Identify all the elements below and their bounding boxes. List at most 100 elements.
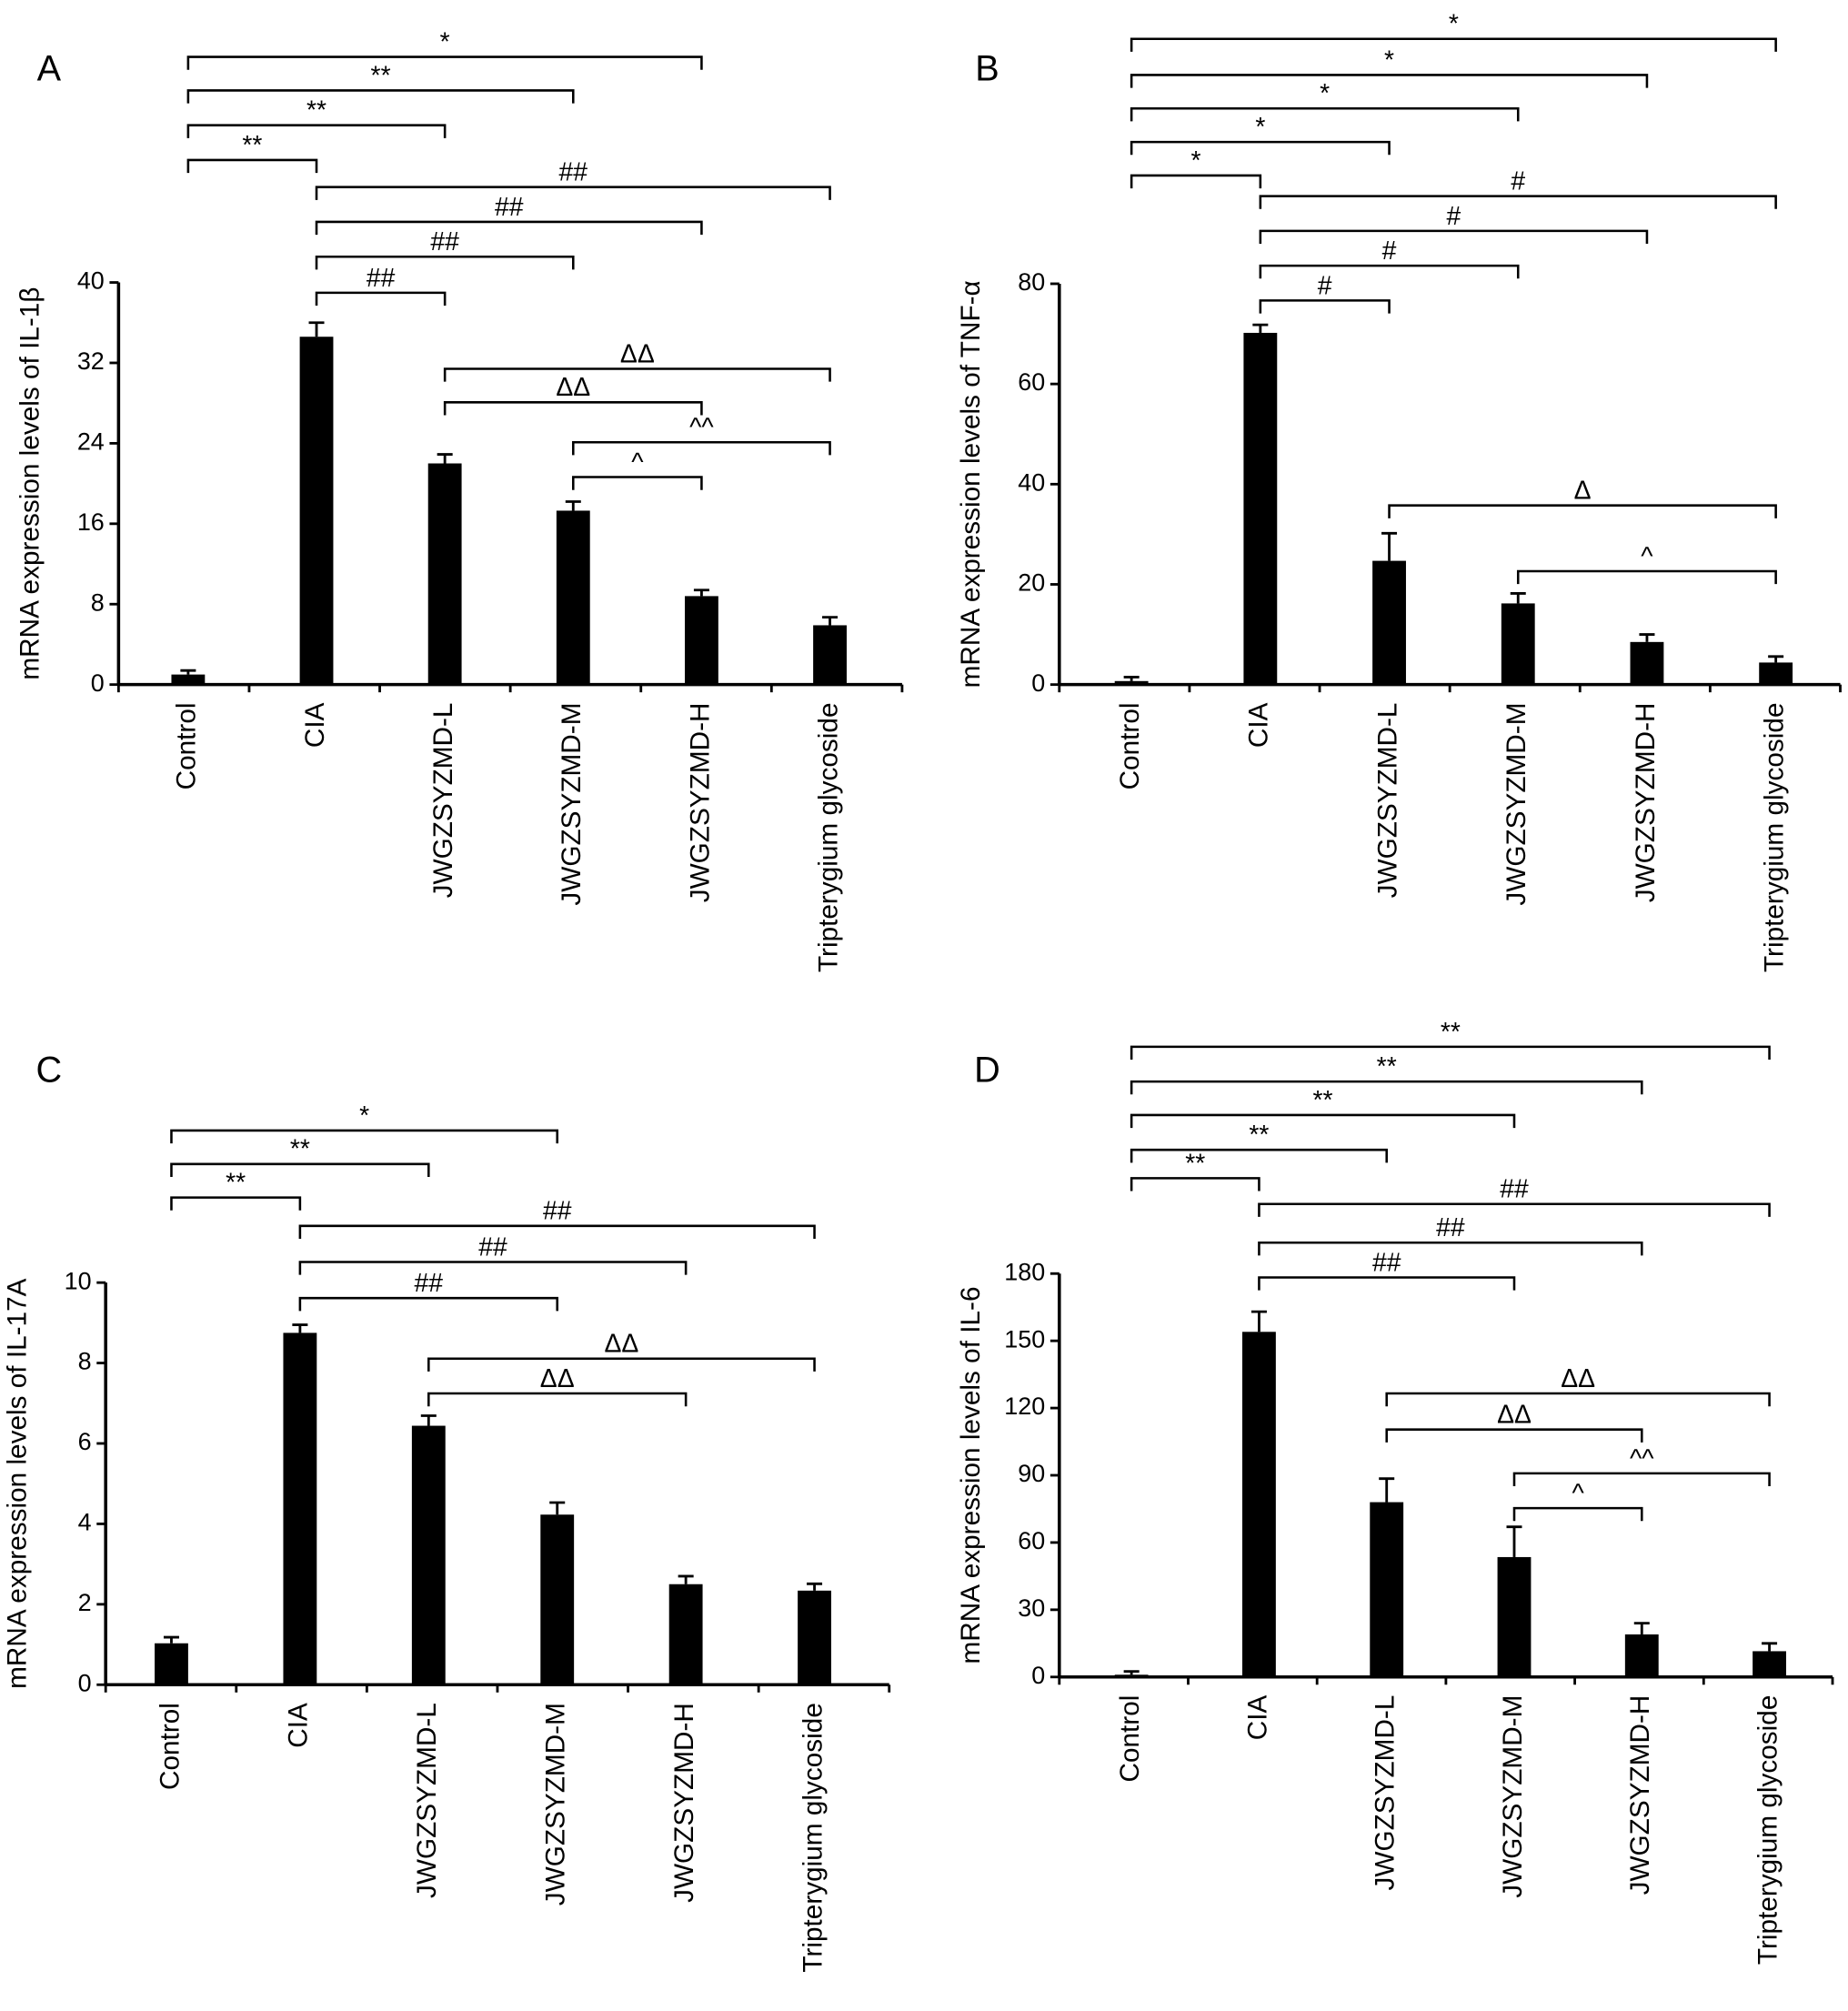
x-tick-label: CIA (300, 702, 330, 748)
significance-label: ** (1313, 1086, 1333, 1115)
x-tick-label: JWGZSYZMD-L (1372, 703, 1402, 899)
bar (299, 337, 334, 685)
significance-bracket (186, 124, 447, 138)
significance-label: ** (1377, 1052, 1397, 1081)
x-tick-label: JWGZSYZMD-L (412, 1703, 442, 1898)
significance-label: Δ (1574, 477, 1592, 506)
bar (1242, 1332, 1276, 1677)
x-tick-label: Tripterygium glycoside (813, 703, 843, 972)
significance-bracket (1259, 299, 1391, 314)
significance-bracket (443, 401, 703, 416)
x-tick-label: JWGZSYZMD-M (557, 703, 587, 906)
y-tick-label: 24 (77, 428, 105, 456)
significance-bracket (186, 158, 318, 174)
bar (668, 1584, 703, 1685)
significance-bracket (1258, 1202, 1771, 1217)
significance-bracket (1258, 1276, 1516, 1291)
panel-label: C (36, 1051, 63, 1091)
bar (813, 625, 847, 685)
y-tick-label: 6 (78, 1428, 92, 1455)
significance-label: ** (1441, 1018, 1461, 1047)
y-tick-label: 16 (77, 508, 105, 536)
panel-label: D (974, 1051, 1000, 1091)
x-tick-label: Control (172, 703, 202, 790)
panel-label: A (37, 49, 62, 89)
significance-bracket (1130, 74, 1649, 88)
significance-label: # (1318, 271, 1332, 300)
bar (1372, 560, 1406, 685)
y-tick-label: 80 (1018, 268, 1045, 296)
y-tick-label: 2 (78, 1589, 92, 1616)
x-tick-label: JWGZSYZMD-M (541, 1703, 571, 1905)
x-tick-label: Tripterygium glycoside (1753, 1695, 1783, 1966)
y-tick-label: 10 (65, 1267, 92, 1294)
significance-label: ΔΔ (556, 373, 590, 402)
x-tick-label: CIA (1244, 702, 1274, 748)
significance-label: ΔΔ (540, 1364, 575, 1393)
significance-bracket (1258, 1241, 1643, 1256)
y-tick-label: 8 (91, 588, 105, 616)
x-tick-label: JWGZSYZMD-M (1498, 1695, 1528, 1898)
bar (1501, 603, 1535, 685)
significance-label: ** (1249, 1121, 1269, 1150)
x-tick-label: Control (155, 1703, 185, 1790)
y-tick-label: 120 (1004, 1393, 1045, 1420)
panel: D 0 30 60 90 120 150 180 mRNA expression levels … (956, 1018, 1834, 1966)
bar (411, 1425, 446, 1685)
significance-bracket (1388, 504, 1777, 518)
bar (1753, 1651, 1786, 1677)
y-tick-label: 0 (1031, 669, 1045, 697)
significance-bracket (186, 55, 703, 70)
x-tick-label: CIA (284, 1703, 314, 1748)
x-tick-label: JWGZSYZMD-H (685, 703, 715, 903)
bar (1114, 1674, 1149, 1677)
significance-label: ## (1436, 1213, 1465, 1242)
x-tick-label: JWGZSYZMD-H (1625, 1695, 1655, 1895)
significance-label: ## (559, 158, 588, 187)
significance-bracket (1130, 37, 1777, 52)
significance-label: ** (242, 131, 262, 160)
bar (1497, 1556, 1532, 1677)
significance-label: ^^ (689, 413, 714, 442)
significance-bracket (315, 186, 831, 200)
significance-label: ΔΔ (604, 1330, 638, 1359)
panel: A 0 8 16 24 32 40 mRNA expression levels of IL-… (15, 27, 904, 972)
x-tick-label: JWGZSYZMD-H (669, 1703, 699, 1903)
significance-bracket (572, 440, 831, 456)
significance-bracket (1512, 1506, 1643, 1522)
significance-bracket (1385, 1392, 1771, 1407)
significance-label: ^ (1641, 542, 1653, 571)
y-tick-label: 60 (1018, 1527, 1045, 1554)
significance-label: ## (367, 264, 396, 293)
x-tick-label: JWGZSYZMD-L (428, 703, 458, 899)
bar (1114, 680, 1149, 685)
y-axis-label: mRNA expression levels of IL-1β (15, 287, 45, 680)
x-tick-label: CIA (1242, 1694, 1272, 1740)
significance-bracket (1259, 264, 1520, 279)
y-tick-label: 4 (78, 1509, 92, 1536)
significance-bracket (1130, 1113, 1516, 1129)
significance-label: * (440, 27, 450, 56)
significance-bracket (1130, 106, 1520, 122)
significance-label: ## (543, 1197, 572, 1226)
y-axis-label: mRNA expression levels of IL-6 (956, 1286, 986, 1664)
significance-label: ^^ (1630, 1444, 1654, 1473)
y-tick-label: 8 (78, 1348, 92, 1375)
bar (1624, 1634, 1659, 1677)
significance-label: ## (1500, 1175, 1529, 1204)
significance-bracket (1259, 195, 1777, 209)
significance-label: ## (495, 193, 524, 222)
significance-bracket (1130, 1148, 1388, 1163)
significance-bracket (1130, 1177, 1260, 1192)
panel-label: B (975, 49, 999, 89)
y-axis-label: mRNA expression levels of TNF-α (956, 280, 986, 688)
significance-bracket (298, 1296, 558, 1312)
significance-label: ## (1372, 1248, 1401, 1277)
significance-label: ΔΔ (1497, 1401, 1532, 1430)
significance-label: ΔΔ (1561, 1364, 1595, 1393)
significance-bracket (170, 1129, 558, 1144)
significance-bracket (186, 89, 575, 104)
significance-label: ** (371, 61, 391, 90)
panel: C 0 2 4 6 8 10 mRNA expression levels of IL-17A… (2, 1051, 891, 1973)
x-tick-label: JWGZSYZMD-L (1371, 1695, 1401, 1891)
